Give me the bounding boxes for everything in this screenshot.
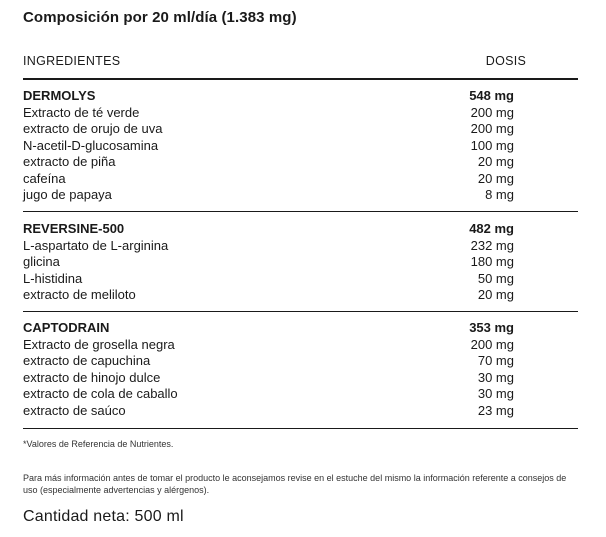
info-note: Para más información antes de tomar el p…	[23, 473, 567, 495]
ingredient-row: extracto de orujo de uva 200 mg	[23, 121, 578, 138]
ingredient-name: extracto de piña	[23, 154, 116, 169]
ingredient-row: jugo de papaya 8 mg	[23, 187, 578, 204]
ingredient-row: Extracto de grosella negra 200 mg	[23, 337, 578, 354]
ingredient-dose: 70 mg	[477, 353, 514, 368]
group-header-row: REVERSINE-500 482 mg	[23, 221, 578, 238]
table-bottom-divider	[23, 428, 578, 429]
ingredient-dose: 50 mg	[477, 270, 514, 286]
group-header-row: DERMOLYS 548 mg	[23, 88, 578, 105]
ingredient-group-dermolys: DERMOLYS 548 mg Extracto de té verde 200…	[23, 88, 578, 204]
ingredient-name: extracto de capuchina	[23, 353, 151, 368]
ingredient-dose: 232 mg	[470, 237, 514, 253]
ingredient-row: cafeína 20 mg	[23, 171, 578, 188]
ingredient-row: extracto de hinojo dulce 30 mg	[23, 370, 578, 387]
ingredient-dose: 200 mg	[470, 121, 514, 136]
ingredient-dose: 200 mg	[470, 104, 514, 120]
footnote: *Valores de Referencia de Nutrientes.	[23, 439, 174, 449]
ingredient-row: extracto de capuchina 70 mg	[23, 353, 578, 370]
ingredient-dose: 30 mg	[477, 386, 514, 401]
group-total: 548 mg	[469, 88, 514, 103]
table-header: INGREDIENTES DOSIS	[23, 54, 578, 76]
ingredient-name: Extracto de té verde	[23, 104, 140, 120]
ingredient-name: extracto de cola de caballo	[23, 386, 178, 401]
ingredient-dose: 8 mg	[485, 187, 514, 202]
net-content: Cantidad neta: 500 ml	[23, 508, 184, 525]
composition-title: Composición por 20 ml/día (1.383 mg)	[23, 9, 297, 26]
ingredient-dose: 100 mg	[470, 137, 514, 153]
ingredient-row: Extracto de té verde 200 mg	[23, 105, 578, 122]
ingredient-dose: 20 mg	[477, 154, 514, 169]
header-divider	[23, 78, 578, 80]
dose-column-header: DOSIS	[485, 54, 527, 68]
ingredient-dose: 20 mg	[477, 287, 514, 302]
group-name: CAPTODRAIN	[23, 320, 110, 335]
ingredient-name: extracto de saúco	[23, 402, 126, 418]
ingredient-name: extracto de orujo de uva	[23, 121, 163, 136]
ingredient-row: extracto de piña 20 mg	[23, 154, 578, 171]
ingredient-row: extracto de saúco 23 mg	[23, 403, 578, 420]
ingredient-row: extracto de cola de caballo 30 mg	[23, 386, 578, 403]
ingredient-name: extracto de meliloto	[23, 287, 136, 302]
ingredient-name: cafeína	[23, 170, 66, 186]
ingredient-dose: 30 mg	[477, 369, 514, 385]
ingredient-name: L-aspartato de L-arginina	[23, 237, 169, 253]
group-header-row: CAPTODRAIN 353 mg	[23, 320, 578, 337]
group-total: 482 mg	[469, 221, 514, 236]
ingredient-name: jugo de papaya	[23, 187, 112, 202]
ingredient-row: L-aspartato de L-arginina 232 mg	[23, 238, 578, 255]
group-name: DERMOLYS	[23, 88, 96, 103]
group-total: 353 mg	[469, 320, 514, 335]
ingredient-dose: 23 mg	[477, 402, 514, 418]
ingredient-dose: 200 mg	[470, 336, 514, 352]
ingredient-name: L-histidina	[23, 270, 83, 286]
ingredient-group-reversine: REVERSINE-500 482 mg L-aspartato de L-ar…	[23, 221, 578, 304]
ingredient-dose: 20 mg	[477, 170, 514, 186]
ingredient-group-captodrain: CAPTODRAIN 353 mg Extracto de grosella n…	[23, 320, 578, 419]
ingredient-row: N-acetil-D-glucosamina 100 mg	[23, 138, 578, 155]
ingredient-row: L-histidina 50 mg	[23, 271, 578, 288]
ingredient-row: glicina 180 mg	[23, 254, 578, 271]
ingredient-row: extracto de meliloto 20 mg	[23, 287, 578, 304]
ingredients-column-header: INGREDIENTES	[23, 54, 121, 68]
ingredient-name: extracto de hinojo dulce	[23, 369, 161, 385]
ingredient-name: N-acetil-D-glucosamina	[23, 137, 159, 153]
ingredient-dose: 180 mg	[470, 254, 514, 269]
group-divider	[23, 211, 578, 212]
group-name: REVERSINE-500	[23, 221, 125, 236]
ingredient-name: glicina	[23, 254, 60, 269]
ingredient-name: Extracto de grosella negra	[23, 336, 175, 352]
group-divider	[23, 311, 578, 312]
